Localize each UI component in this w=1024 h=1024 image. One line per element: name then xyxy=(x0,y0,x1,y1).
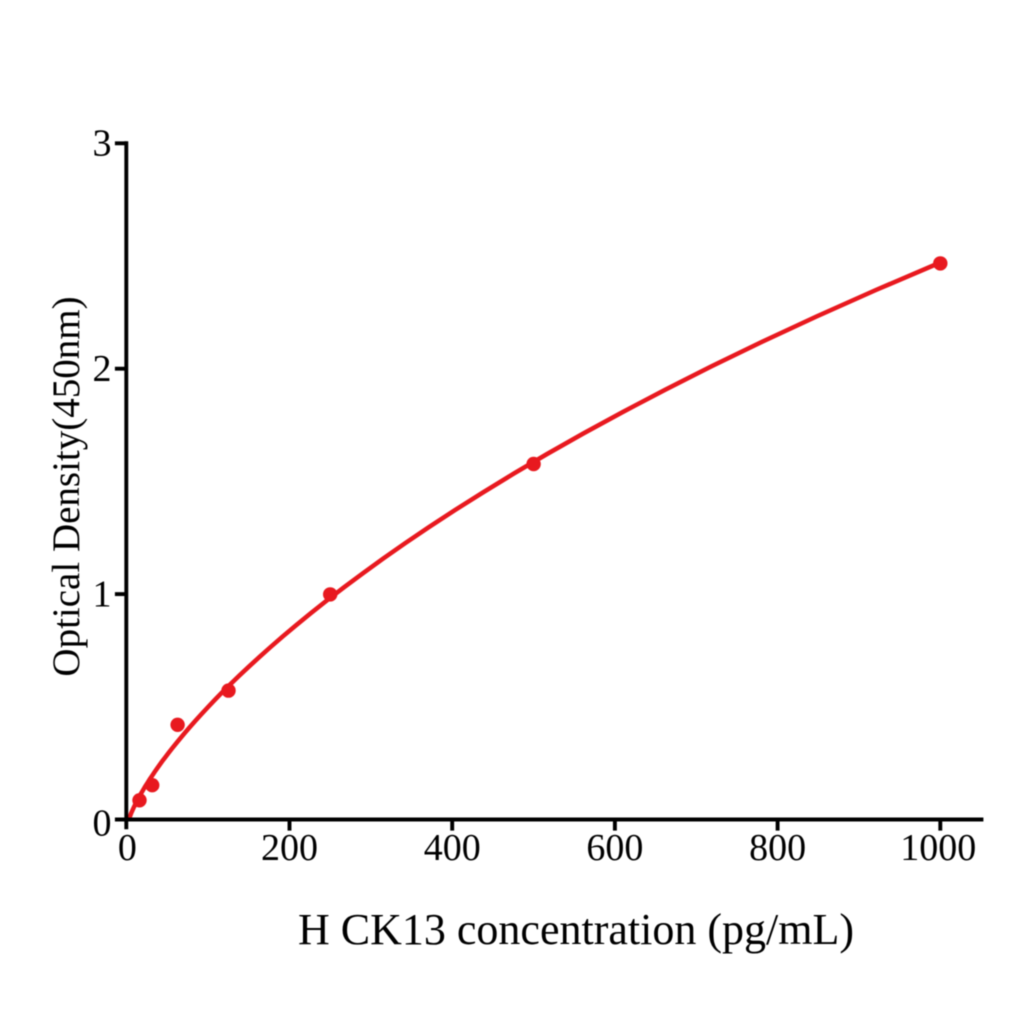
svg-text:0: 0 xyxy=(118,827,137,869)
svg-text:H CK13 concentration (pg/mL): H CK13 concentration (pg/mL) xyxy=(298,905,854,954)
svg-text:800: 800 xyxy=(749,827,806,869)
svg-text:3: 3 xyxy=(93,123,112,165)
svg-text:Optical Density(450nm): Optical Density(450nm) xyxy=(45,296,88,676)
svg-text:200: 200 xyxy=(261,827,318,869)
svg-text:400: 400 xyxy=(424,827,481,869)
svg-text:600: 600 xyxy=(586,827,643,869)
svg-text:2: 2 xyxy=(93,348,112,390)
svg-text:0: 0 xyxy=(93,802,112,844)
svg-text:1000: 1000 xyxy=(900,827,976,869)
svg-text:1: 1 xyxy=(93,574,112,616)
